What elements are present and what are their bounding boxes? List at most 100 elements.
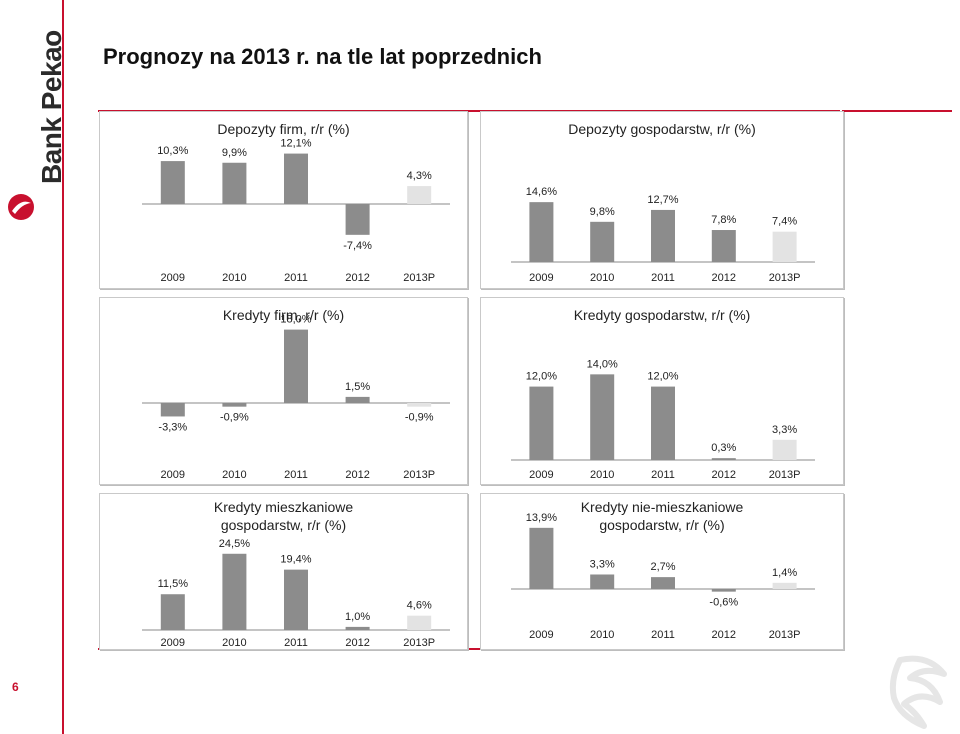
data-label-2010: 3,3%: [590, 558, 615, 570]
data-label-2011: 12,1%: [280, 138, 311, 150]
chart-kredyty-mieszkaniowe: Kredyty mieszkaniowe gospodarstw, r/r (%)…: [142, 499, 450, 649]
category-label-2013p: 2013P: [403, 272, 435, 284]
category-label-2010: 2010: [590, 629, 614, 641]
panel-depozyty-gospodarstw: Depozyty gospodarstw, r/r (%) 14,6% 2009 9,…: [480, 111, 844, 289]
chart-title: Kredyty mieszkaniowe: [214, 499, 353, 515]
category-label-2009: 2009: [529, 272, 553, 284]
category-label-2012: 2012: [712, 629, 736, 641]
bar-2010: [222, 553, 247, 630]
category-label-2009: 2009: [161, 637, 185, 649]
divider-top-right: [842, 110, 952, 112]
category-label-2010: 2010: [590, 469, 614, 481]
chart-depozyty-firm: Depozyty firm, r/r (%) 10,3% 2009 9,9% 2010 1…: [142, 121, 450, 284]
category-label-2013p: 2013P: [403, 469, 435, 481]
bar-2010: [590, 574, 615, 589]
category-label-2011: 2011: [651, 272, 675, 284]
data-label-2013p: 1,4%: [772, 567, 797, 579]
category-label-2012: 2012: [712, 469, 736, 481]
category-label-2010: 2010: [590, 272, 614, 284]
bar-2010: [222, 162, 247, 204]
bar-2009: [160, 403, 185, 417]
bar-2011: [284, 569, 308, 630]
bar-2013p: [772, 582, 797, 589]
bar-2009: [529, 202, 554, 262]
panel-kredyty-nie-mieszkaniowe: Kredyty nie-mieszkaniowe gospodarstw, r/r…: [480, 493, 844, 650]
data-label-2009: -3,3%: [158, 421, 187, 433]
bar-2010: [590, 374, 615, 460]
bar-2012: [711, 458, 736, 460]
data-label-2009: 11,5%: [158, 578, 189, 590]
data-label-2011: 18,0%: [280, 314, 311, 326]
data-label-2012: 0,3%: [711, 442, 736, 454]
bar-2012: [345, 396, 370, 403]
data-label-2013p: 4,6%: [407, 600, 432, 612]
data-label-2012: -7,4%: [343, 240, 372, 252]
bar-2009: [529, 527, 554, 589]
category-label-2010: 2010: [222, 637, 246, 649]
chart-title: Kredyty nie-mieszkaniowe: [581, 499, 744, 515]
chart-title: Depozyty firm, r/r (%): [217, 121, 349, 137]
data-label-2011: 19,4%: [280, 554, 311, 566]
panel-kredyty-mieszkaniowe: Kredyty mieszkaniowe gospodarstw, r/r (%)…: [99, 493, 468, 650]
data-label-2013p: -0,9%: [405, 412, 434, 424]
chart-kredyty-gospodarstw: Kredyty gospodarstw, r/r (%) 12,0% 2009 14,…: [511, 307, 815, 481]
bar-2011: [651, 577, 675, 589]
divider-top-left: [98, 110, 840, 112]
chart-kredyty-firm: Kredyty firm, r/r (%) -3,3% 2009 -0,9% 2010 1…: [142, 307, 450, 481]
page-title: Prognozy na 2013 r. na tle lat poprzedni…: [103, 44, 542, 69]
bar-2011: [284, 329, 308, 403]
chart-title: Kredyty firm, r/r (%): [223, 307, 344, 323]
data-label-2010: -0,9%: [220, 412, 249, 424]
data-label-2013p: 7,4%: [772, 216, 797, 228]
panel-kredyty-firm: Kredyty firm, r/r (%) -3,3% 2009 -0,9% 2010 1…: [99, 297, 468, 485]
category-label-2011: 2011: [651, 629, 675, 641]
data-label-2010: 14,0%: [587, 358, 618, 370]
data-label-2013p: 3,3%: [772, 424, 797, 436]
data-label-2009: 13,9%: [526, 512, 557, 524]
bank-logo: Bank Pekao: [2, 30, 67, 234]
category-label-2009: 2009: [161, 469, 185, 481]
pekao-watermark-icon: [889, 655, 947, 729]
data-label-2012: 7,8%: [711, 214, 736, 226]
brand-name: Bank Pekao: [36, 30, 67, 184]
chart-title: Kredyty gospodarstw, r/r (%): [574, 307, 751, 323]
category-label-2010: 2010: [222, 469, 246, 481]
category-label-2012: 2012: [345, 637, 369, 649]
data-label-2011: 12,7%: [647, 194, 678, 206]
data-label-2011: 2,7%: [650, 561, 675, 573]
data-label-2010: 9,8%: [590, 206, 615, 218]
bar-2012: [711, 589, 736, 592]
bar-2010: [590, 221, 615, 262]
category-label-2013p: 2013P: [769, 629, 801, 641]
data-label-2012: -0,6%: [709, 597, 738, 609]
category-label-2009: 2009: [161, 272, 185, 284]
category-label-2012: 2012: [712, 272, 736, 284]
bar-2009: [160, 594, 185, 630]
bar-2009: [160, 161, 185, 204]
divider-bottom: [98, 648, 840, 650]
chart-depozyty-gospodarstw: Depozyty gospodarstw, r/r (%) 14,6% 2009 9,…: [511, 121, 815, 284]
category-label-2013p: 2013P: [403, 637, 435, 649]
bar-2011: [284, 153, 308, 204]
category-label-2011: 2011: [284, 272, 308, 284]
category-label-2012: 2012: [345, 469, 369, 481]
category-label-2012: 2012: [345, 272, 369, 284]
chart-subtitle: gospodarstw, r/r (%): [221, 517, 346, 533]
pekao-logo-icon: [8, 194, 34, 220]
category-label-2009: 2009: [529, 629, 553, 641]
bar-2009: [529, 386, 554, 460]
chart-subtitle: gospodarstw, r/r (%): [599, 517, 724, 533]
data-label-2011: 12,0%: [647, 371, 678, 383]
bar-2013p: [407, 403, 432, 407]
bar-2013p: [772, 231, 797, 262]
bar-2011: [651, 386, 675, 460]
data-label-2009: 14,6%: [526, 186, 557, 198]
bar-2012: [345, 626, 370, 630]
bar-2012: [345, 204, 370, 235]
data-label-2009: 10,3%: [157, 145, 188, 157]
category-label-2011: 2011: [284, 637, 308, 649]
bar-2013p: [407, 615, 432, 630]
panel-depozyty-firm: Depozyty firm, r/r (%) 10,3% 2009 9,9% 2010 1…: [99, 111, 468, 289]
panel-kredyty-gospodarstw: Kredyty gospodarstw, r/r (%) 12,0% 2009 14,…: [480, 297, 844, 485]
data-label-2012: 1,0%: [345, 611, 370, 623]
